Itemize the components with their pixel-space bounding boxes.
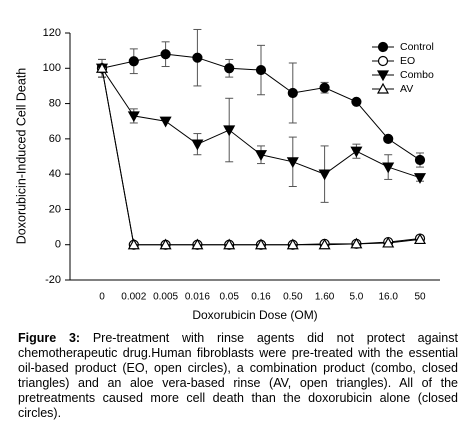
data-point bbox=[318, 169, 331, 181]
data-point bbox=[127, 111, 140, 123]
x-tick-label: 0.005 bbox=[153, 292, 178, 303]
legend-marker bbox=[377, 55, 389, 67]
x-tick-label: 1.60 bbox=[315, 292, 335, 303]
data-point bbox=[319, 82, 330, 93]
caption: Figure 3: Pre-treatment with rinse agent… bbox=[18, 331, 458, 421]
chart: Doxorubicin-Induced Cell Death Doxorubic… bbox=[14, 27, 440, 322]
data-point bbox=[223, 238, 236, 250]
x-tick-label: 0.002 bbox=[121, 292, 146, 303]
caption-text: Pre-treatment with rinse agents did not … bbox=[18, 331, 458, 420]
data-point bbox=[350, 146, 363, 158]
data-point bbox=[382, 236, 395, 248]
data-point bbox=[160, 49, 171, 60]
y-tick-label: 0 bbox=[55, 239, 61, 251]
data-point bbox=[413, 173, 427, 184]
data-point bbox=[351, 96, 362, 107]
legend-marker bbox=[376, 82, 390, 94]
data-point bbox=[413, 233, 427, 245]
data-point bbox=[414, 154, 426, 166]
data-point bbox=[192, 52, 203, 63]
data-point bbox=[159, 116, 172, 128]
legend-label: Combo bbox=[400, 69, 434, 81]
x-tick-label: 0.016 bbox=[185, 292, 210, 303]
data-point bbox=[255, 64, 267, 76]
data-point bbox=[254, 150, 268, 161]
data-point bbox=[191, 139, 204, 151]
data-point bbox=[191, 238, 204, 250]
data-point bbox=[383, 133, 394, 144]
data-point bbox=[95, 62, 109, 73]
legend-label: AV bbox=[400, 83, 413, 95]
data-point bbox=[223, 125, 236, 137]
x-tick-label: 16.0 bbox=[378, 292, 398, 303]
data-point bbox=[382, 162, 395, 174]
y-tick-label: 100 bbox=[43, 62, 61, 74]
x-axis-label: Doxorubicin Dose (ΟM) bbox=[192, 308, 317, 322]
x-tick-label: 50 bbox=[414, 292, 426, 303]
legend-label: EO bbox=[400, 55, 415, 67]
caption-label: Figure 3: bbox=[18, 331, 81, 345]
legend-label: Control bbox=[400, 41, 434, 53]
data-point bbox=[318, 238, 331, 250]
y-tick-label: -20 bbox=[45, 274, 61, 286]
data-point bbox=[286, 157, 299, 169]
y-tick-label: 20 bbox=[49, 203, 61, 215]
y-axis-label: Doxorubicin-Induced Cell Death bbox=[14, 68, 28, 245]
x-tick-label: 5.0 bbox=[349, 292, 363, 303]
y-tick-label: 40 bbox=[49, 168, 61, 180]
x-tick-label: 0.16 bbox=[251, 292, 271, 303]
legend-marker bbox=[376, 70, 390, 82]
x-tick-label: 0 bbox=[99, 292, 105, 303]
y-tick-label: 120 bbox=[43, 27, 61, 39]
data-point bbox=[286, 238, 299, 250]
x-tick-label: 0.50 bbox=[283, 292, 303, 303]
x-tick-label: 0.05 bbox=[219, 292, 239, 303]
data-point bbox=[127, 238, 140, 250]
legend-marker bbox=[377, 41, 389, 53]
data-point bbox=[254, 238, 268, 250]
y-tick-label: 80 bbox=[49, 97, 61, 109]
y-tick-label: 60 bbox=[49, 133, 61, 145]
data-point bbox=[350, 237, 363, 249]
data-point bbox=[287, 87, 298, 99]
data-point bbox=[224, 63, 235, 74]
data-point bbox=[159, 238, 172, 250]
data-point bbox=[128, 56, 139, 67]
